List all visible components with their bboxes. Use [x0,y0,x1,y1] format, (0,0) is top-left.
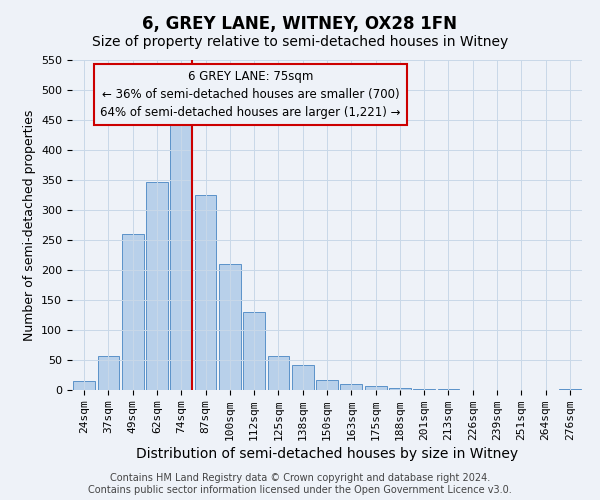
X-axis label: Distribution of semi-detached houses by size in Witney: Distribution of semi-detached houses by … [136,447,518,461]
Bar [365,386,386,390]
Bar [73,381,95,390]
Bar [97,356,119,390]
Bar [194,195,217,390]
Text: 6, GREY LANE, WITNEY, OX28 1FN: 6, GREY LANE, WITNEY, OX28 1FN [143,15,458,33]
Bar [122,234,143,390]
Text: 6 GREY LANE: 75sqm
← 36% of semi-detached houses are smaller (700)
64% of semi-d: 6 GREY LANE: 75sqm ← 36% of semi-detache… [100,70,401,119]
Bar [146,182,168,390]
Bar [243,312,265,390]
Bar [268,356,289,390]
Bar [170,122,192,390]
Bar [219,264,241,390]
Y-axis label: Number of semi-detached properties: Number of semi-detached properties [23,110,35,340]
Text: Contains HM Land Registry data © Crown copyright and database right 2024.
Contai: Contains HM Land Registry data © Crown c… [88,474,512,495]
Bar [389,388,411,390]
Bar [340,384,362,390]
Text: Size of property relative to semi-detached houses in Witney: Size of property relative to semi-detach… [92,35,508,49]
Bar [316,380,338,390]
Bar [292,365,314,390]
